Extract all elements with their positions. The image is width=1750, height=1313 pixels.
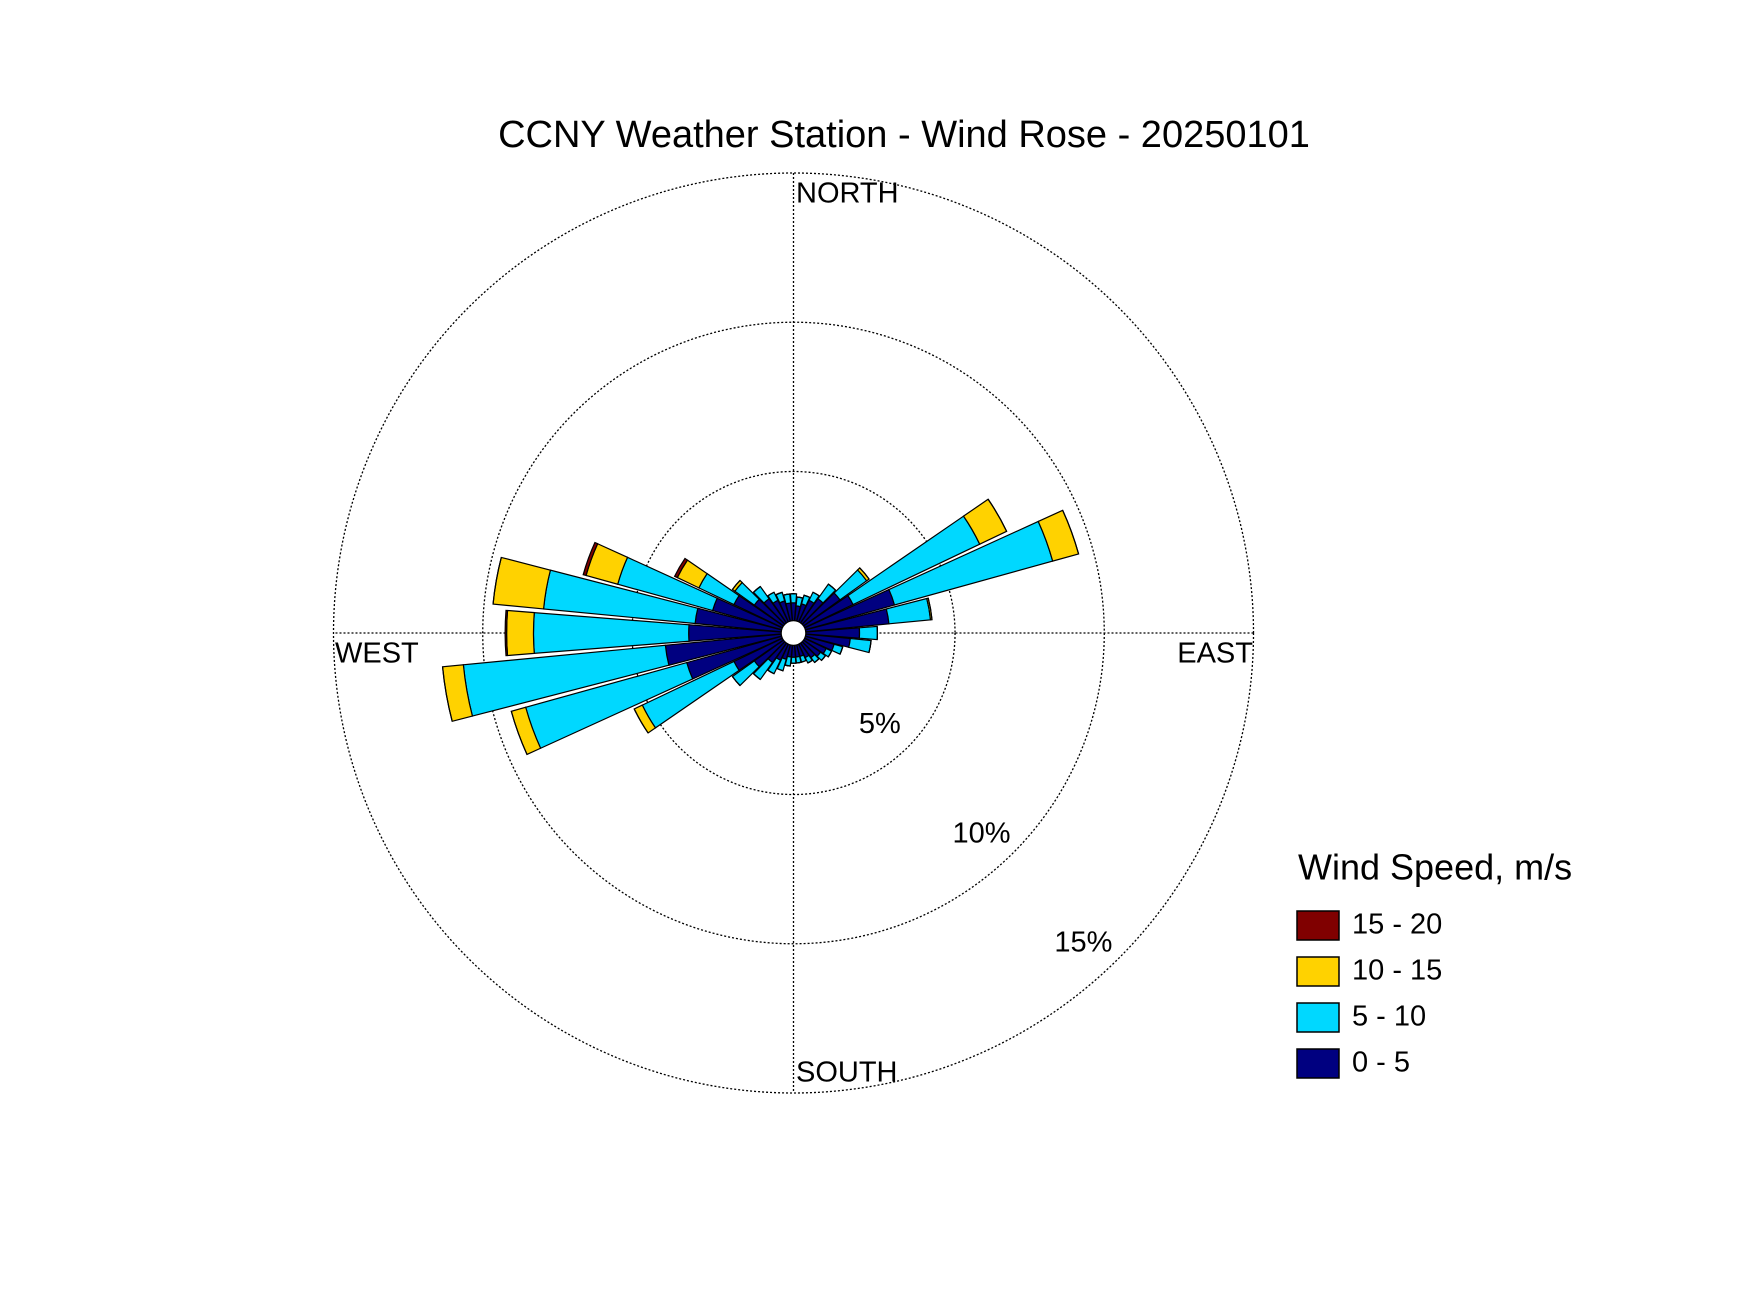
direction-label: EAST	[1177, 638, 1253, 670]
wind-wedge	[858, 625, 879, 641]
wind-wedge	[506, 609, 535, 657]
r-tick-label: 10%	[953, 817, 1011, 849]
direction-label: WEST	[335, 638, 419, 670]
legend-title: Wind Speed, m/s	[1298, 847, 1572, 888]
legend-swatch	[1296, 1002, 1340, 1033]
legend-item: 0 - 5	[1296, 1047, 1410, 1079]
legend-item: 10 - 15	[1296, 955, 1442, 987]
grid-ring	[332, 172, 1255, 1094]
legend-swatch	[1296, 910, 1340, 941]
chart-title: CCNY Weather Station - Wind Rose - 20250…	[498, 114, 1310, 156]
legend-label: 0 - 5	[1352, 1047, 1410, 1079]
wind-wedge	[633, 708, 649, 734]
wind-wedge	[504, 609, 509, 657]
wind-wedge	[582, 541, 599, 577]
wind-wedge	[927, 598, 933, 620]
direction-label: NORTH	[796, 178, 899, 210]
legend-label: 5 - 10	[1352, 1001, 1426, 1033]
wind-wedge	[789, 593, 798, 604]
legend-item: 15 - 20	[1296, 909, 1442, 941]
legend-swatch	[1296, 1048, 1340, 1079]
wind-wedge	[868, 640, 872, 653]
wind-wedge	[783, 593, 790, 596]
legend-label: 10 - 15	[1352, 955, 1442, 987]
wind-wedge	[767, 591, 775, 597]
legend-label: 15 - 20	[1352, 909, 1442, 941]
center-hole	[780, 620, 807, 646]
direction-label: SOUTH	[796, 1057, 898, 1089]
wind-wedge	[673, 557, 689, 579]
wind-wedge	[777, 668, 784, 672]
grid-ring	[631, 470, 956, 796]
r-tick-label: 15%	[1054, 926, 1112, 958]
legend-swatch	[1296, 956, 1340, 987]
wind-wedge	[1062, 510, 1080, 555]
wind-wedge	[807, 659, 813, 664]
legend-item: 5 - 10	[1296, 1001, 1426, 1033]
wind-wedge	[796, 596, 803, 599]
grid-ring	[482, 321, 1105, 945]
wind-wedge	[803, 594, 810, 598]
r-tick-label: 5%	[859, 708, 901, 740]
wind-wedge	[839, 646, 844, 655]
wind-wedge	[790, 656, 797, 664]
wind-wedge	[441, 666, 453, 722]
